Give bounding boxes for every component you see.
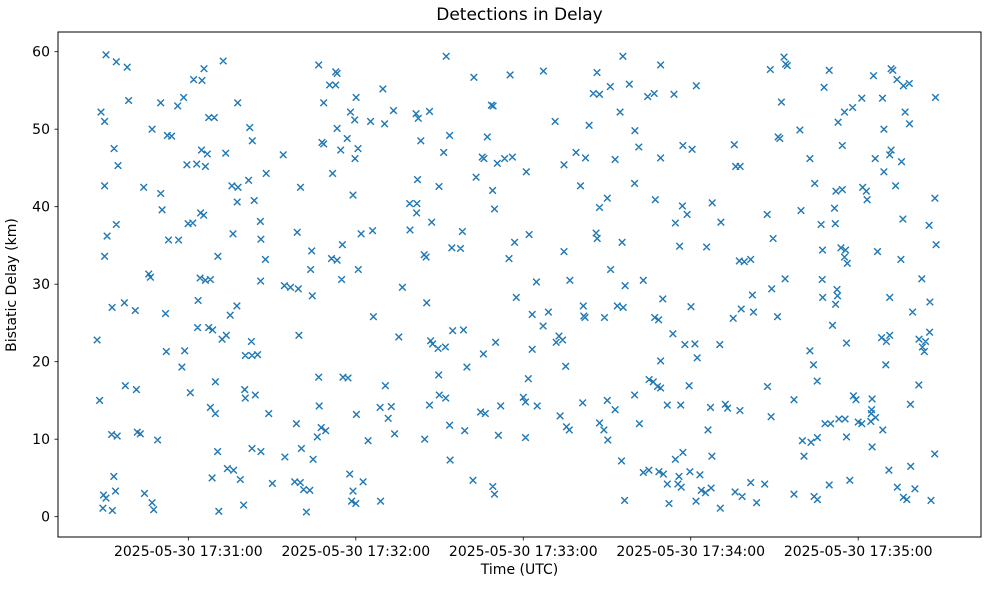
y-tick-label: 30 xyxy=(32,277,50,293)
x-tick-label: 2025-05-30 17:35:00 xyxy=(784,544,933,560)
x-tick-label: 2025-05-30 17:33:00 xyxy=(449,544,598,560)
x-tick-label: 2025-05-30 17:32:00 xyxy=(281,544,430,560)
y-tick-label: 10 xyxy=(32,432,50,448)
y-axis-label: Bistatic Delay (km) xyxy=(4,218,20,352)
y-tick-label: 40 xyxy=(32,200,50,216)
y-tick-label: 20 xyxy=(32,355,50,371)
axes-frame xyxy=(57,31,982,538)
chart-title: Detections in Delay xyxy=(436,5,603,25)
y-tick-label: 50 xyxy=(32,122,50,138)
scatter-points xyxy=(93,51,940,516)
x-tick-label: 2025-05-30 17:31:00 xyxy=(114,544,263,560)
x-tick-label: 2025-05-30 17:34:00 xyxy=(616,544,765,560)
y-tick-label: 60 xyxy=(32,45,50,61)
y-tick-label: 0 xyxy=(41,510,50,526)
x-axis-label: Time (UTC) xyxy=(480,562,559,578)
